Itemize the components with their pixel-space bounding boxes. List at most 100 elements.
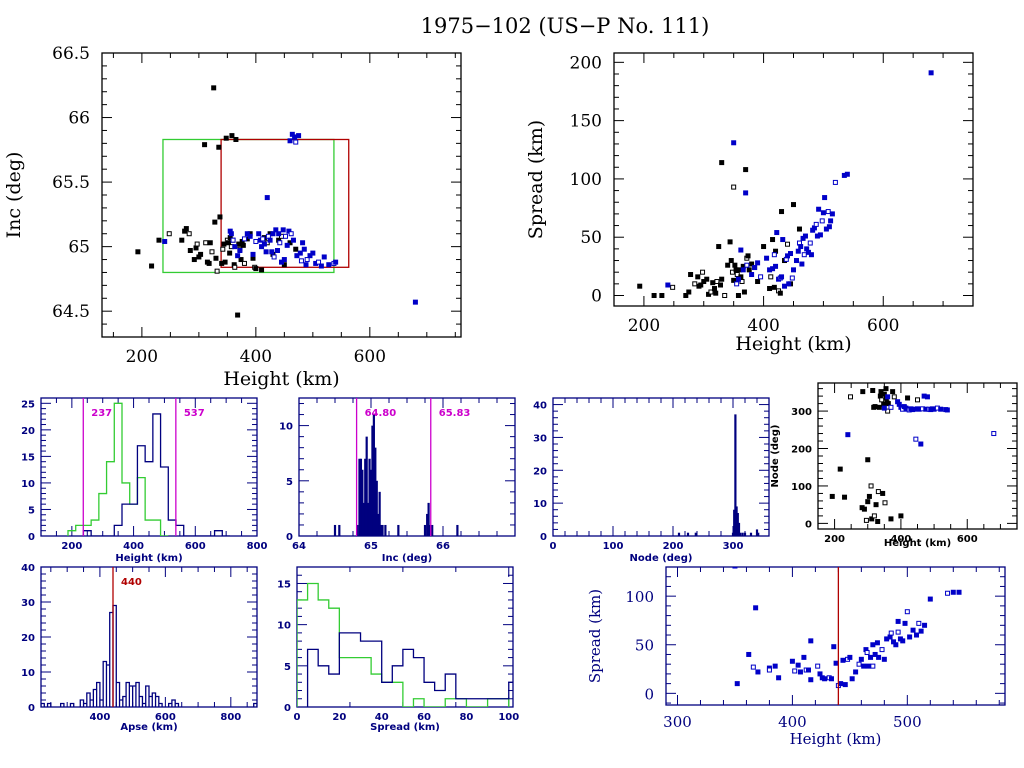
scatter-point-black (221, 241, 227, 247)
panel-inc-vs-height: 200 400 600 64.5 65 65.5 66 66.5 Height (km) Inc … (3, 44, 462, 390)
scatter-point-blue (779, 274, 785, 280)
scatter-point-blue (758, 274, 764, 280)
scatter-point-blue (235, 253, 241, 259)
scatter-point-blue (766, 667, 772, 673)
x-tick-label: 800 (220, 712, 241, 723)
plot-frame (817, 382, 1018, 530)
hist-bar-navy (339, 633, 350, 707)
hist-bar-green (318, 600, 329, 707)
scatter-point-black (206, 260, 212, 266)
scatter-point-blue (734, 681, 740, 687)
panel-spread-vs-height-zoom: 300 400 500 0 50 100 Height (km) Spread (km) (586, 566, 1006, 748)
x-tick-label: 200 (663, 541, 684, 552)
scatter-point-black (863, 517, 869, 523)
x-tick-label: 600 (957, 534, 978, 545)
scatter-point-blue (277, 240, 283, 246)
x-tick-label: 600 (185, 541, 206, 552)
hist-bar-green (350, 658, 361, 707)
x-tick-label: 64 (292, 541, 306, 552)
scatter-point-blue (798, 244, 804, 250)
hist-bar-green (456, 699, 467, 707)
scatter-point-blue (904, 609, 910, 615)
scatter-point-blue (326, 262, 332, 268)
hist-bar-navy (498, 699, 509, 707)
scatter-point-blue (833, 660, 839, 666)
x-tick-label: 400 (778, 713, 807, 731)
scatter-point-black (233, 136, 239, 142)
scatter-point-blue (928, 70, 934, 76)
x-tick-label: 500 (893, 713, 922, 731)
scatter-point-black (829, 493, 835, 499)
scatter-point-black (259, 267, 265, 273)
scatter-point-blue (774, 230, 780, 236)
scatter-point-black (156, 237, 162, 243)
scatter-point-blue (844, 171, 850, 177)
scatter-point-black (149, 263, 155, 269)
scatter-point-blue (916, 620, 922, 626)
scatter-point-black (186, 231, 192, 237)
x-tick-label: 300 (663, 713, 692, 731)
scatter-point-blue (888, 630, 894, 636)
hist-bar-green (76, 525, 84, 536)
y-tick-label: 30 (533, 433, 547, 444)
x-axis-label: Spread (km) (370, 722, 440, 733)
scatter-point-blue (856, 661, 862, 667)
scatter-point-blue (293, 139, 299, 145)
y-tick-label: 10 (533, 499, 547, 510)
marker-label: 440 (121, 577, 142, 588)
scatter-point-black (876, 404, 882, 410)
scatter-point-blue (290, 237, 296, 243)
scatter-point-blue (237, 248, 243, 254)
scatter-point-blue (825, 209, 831, 215)
scatter-point-blue (808, 252, 814, 258)
scatter-point-blue (808, 638, 814, 644)
plot-frame (40, 397, 258, 537)
x-axis-label: Height (km) (790, 730, 882, 748)
scatter-point-black (755, 279, 761, 285)
y-tick-label: 0 (28, 703, 35, 714)
scatter-point-blue (991, 431, 997, 437)
scatter-point-blue (731, 140, 737, 146)
hist-bar-navy (168, 520, 176, 536)
x-axis-label: Height (km) (115, 553, 182, 564)
x-tick-label: 80 (459, 712, 473, 723)
scatter-point-black (232, 264, 238, 270)
y-axis-label: Spread (km) (586, 589, 604, 683)
scatter-point-blue (874, 640, 880, 646)
scatter-point-blue (849, 676, 855, 682)
scatter-point-black (194, 241, 200, 247)
scatter-point-blue (914, 632, 920, 638)
scatter-point-blue (412, 299, 418, 305)
scatter-point-black (905, 395, 911, 401)
y-tick-label: 66.5 (52, 44, 90, 64)
x-tick-label: 100 (603, 541, 624, 552)
y-tick-label: 0 (286, 532, 293, 543)
scatter-point-black (870, 387, 876, 393)
scatter-point-blue (788, 251, 794, 257)
scatter-point-blue (805, 667, 811, 673)
scatter-point-blue (838, 681, 844, 687)
scatter-point-black (842, 494, 848, 500)
scatter-point-blue (273, 227, 279, 233)
scatter-point-black (865, 499, 871, 505)
scatter-point-black (869, 516, 875, 522)
y-tick-label: 100 (570, 170, 602, 190)
x-axis-label: Height (km) (735, 333, 851, 355)
scatter-point-blue (267, 237, 273, 243)
hist-bar-navy (308, 649, 319, 707)
scatter-point-blue (795, 248, 801, 254)
scatter-point-blue (275, 248, 281, 254)
scatter-point-blue (938, 406, 944, 412)
scatter-point-blue (895, 629, 901, 635)
scatter-point-black (885, 401, 891, 407)
scatter-point-black (743, 167, 749, 173)
scatter-point-blue (297, 250, 303, 256)
scatter-point-blue (232, 244, 238, 250)
plot-frame (665, 566, 1006, 706)
scatter-point-black (890, 389, 896, 395)
scatter-point-black (878, 389, 884, 395)
scatter-point-blue (732, 567, 738, 569)
hist-bar-navy (435, 691, 446, 707)
hist-bar-navy (329, 674, 340, 707)
